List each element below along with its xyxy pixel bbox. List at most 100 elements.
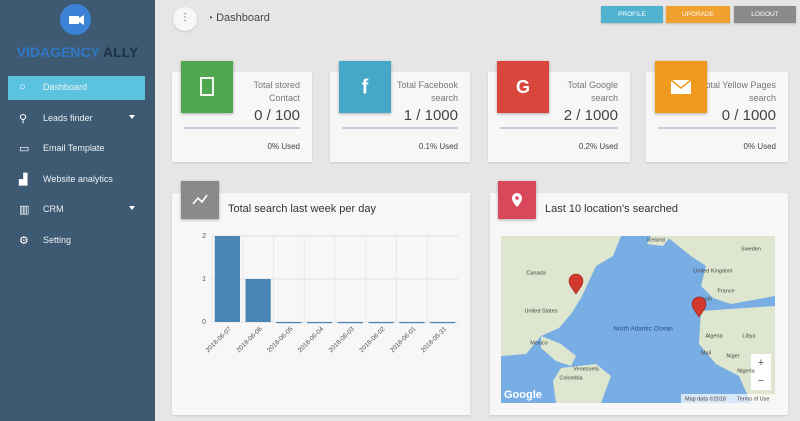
logo-icon [69,15,84,25]
map-pin [568,273,584,295]
land-central-america [541,336,576,366]
map-icon [498,181,536,219]
x-tick-label: 2018-06-03 [328,325,357,354]
stat-icon [655,61,707,113]
svg-text:f: f [362,76,369,98]
menu-item[interactable]: ▟ Website analytics [8,168,145,192]
chart-icon [181,181,219,219]
map-label: France [717,288,734,294]
submenu-caret [129,206,135,210]
map-zoom[interactable] [751,354,771,390]
bar [337,322,363,324]
heading-text: Dashboard [216,12,270,24]
menu-item[interactable]: ⚙ Setting [8,229,145,253]
bar [245,279,271,322]
menu-toggle[interactable]: ⋮ [173,7,197,31]
progress-track [342,127,458,129]
menu-label: Leads finder [43,112,93,123]
map-label: Spain [698,296,712,302]
menu-label: Email Template [43,143,105,153]
land-south-america [553,364,611,403]
brand-accent: ALLY [103,44,139,60]
logo [60,4,91,35]
map-label: Venezuela [573,366,600,372]
stat-icon: f [339,61,391,113]
menu-label: Website analytics [43,173,113,184]
map-label: Algeria [705,333,723,339]
land-iceland [647,236,671,246]
x-tick-label: 2018-06-07 [205,325,234,354]
button-label: LOGOUT [751,11,779,18]
menu-icon: ▟ [19,173,28,186]
map-label: North Atlantic Ocean [613,326,673,333]
map-logo: Google [504,389,542,401]
land-north-america [501,236,621,356]
map[interactable]: Canada United States Mexico North Atlantic … [501,236,775,403]
stat-icon: G [497,61,549,113]
page-heading: ◔ Dashboard [207,12,270,24]
map-title: Last 10 location's searched [545,203,678,215]
map-pin [691,296,707,318]
zoom-box[interactable] [751,354,771,390]
y-tick-label: 2 [202,233,206,240]
submenu-caret [129,114,135,119]
menu-label: Dashboard [43,82,88,92]
menu-item[interactable]: ▭ Email Template [8,137,145,161]
button-label: PROFILE [618,11,646,18]
stat-used: 0.2% Used [578,142,618,151]
menu-label: CRM [43,204,64,214]
progress-track [500,127,618,129]
bar [307,322,333,324]
stat-used: 0% Used [743,142,776,151]
map-label: Libya [742,333,756,339]
sidebar: VIDAGENCY ALLY ○ Dashboard ⚲ Leads finder ▭ E… [0,0,155,421]
stat-icon-glyph: G [516,77,530,97]
map-label: Mexico [530,340,547,346]
header-button[interactable]: PROFILE [601,6,663,23]
chart-icon-glyph [192,194,208,205]
bar [276,322,302,324]
x-tick-label: 2018-06-02 [358,325,387,354]
y-tick-label: 1 [202,276,206,283]
menu-item[interactable]: ⚲ Leads finder [8,107,145,131]
stat-icon-glyph [670,79,692,94]
zoom-out[interactable]: − [758,375,764,387]
x-tick-label: 2018-06-01 [389,325,418,354]
map-label: Canada [526,270,546,276]
y-tick-label: 0 [202,319,206,326]
x-tick-label: 2018-06-04 [297,325,326,354]
header-button[interactable]: UPGRADE [666,6,730,23]
menu-icon: ▥ [19,204,30,216]
map-label: Sweden [741,246,761,252]
x-tick-label: 2018-05-31 [420,325,449,354]
map-label: United Kingdom [693,268,733,274]
map-icon-glyph [512,193,522,207]
stat-icon-glyph [200,77,214,96]
progress-track [184,127,300,129]
map-attribution-bg [681,394,775,403]
map-label: Iceland [647,237,665,243]
x-tick-label: 2018-06-05 [266,325,295,354]
x-tick-label: 2018-06-06 [235,325,264,354]
zoom-in[interactable]: + [758,357,764,369]
stat-used: 0% Used [267,142,300,151]
stat-value: 0 / 1000 [721,107,776,124]
menu-item[interactable]: ▥ CRM [8,198,145,222]
map-label: Colombia [559,375,583,381]
stat-value: 1 / 1000 [403,107,458,124]
menu-icon: ⚲ [19,112,28,125]
map-terms: Terms of Use [737,396,769,402]
menu-icon: ○ [19,81,26,93]
header-button[interactable]: LOGOUT [734,6,796,23]
bar [399,322,425,324]
menu-item[interactable]: ○ Dashboard [8,76,145,100]
menu-label: Setting [43,234,72,245]
brand-name: VIDAGENCY [16,44,100,60]
stat-value: 2 / 1000 [563,107,618,124]
progress-track [658,127,776,129]
stat-label: Total Google search [567,80,618,103]
stat-label: Total Facebook search [396,80,458,103]
map-label: Nigeria [737,368,755,374]
bar [368,322,394,324]
